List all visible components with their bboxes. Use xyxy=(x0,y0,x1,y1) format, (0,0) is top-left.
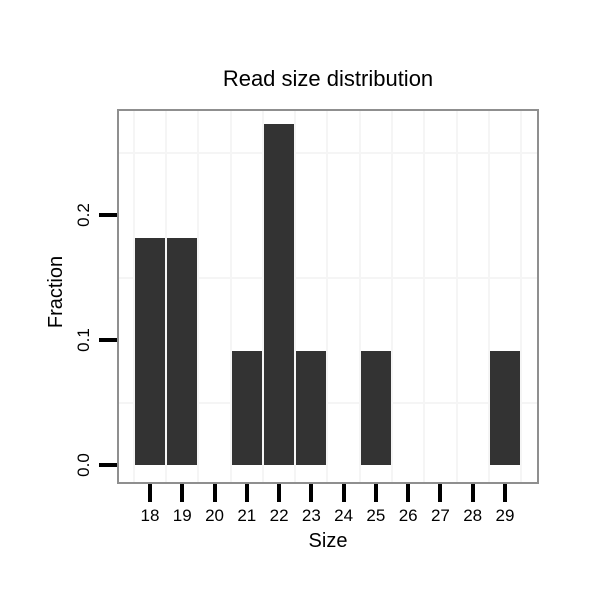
x-axis-tick-label: 28 xyxy=(463,506,483,525)
bar xyxy=(296,351,327,465)
gridline-vertical xyxy=(132,111,135,482)
x-axis-tick xyxy=(148,484,152,502)
gridline-vertical xyxy=(391,111,394,482)
x-axis-tick xyxy=(212,484,217,502)
y-axis-tick-label: 0.1 xyxy=(74,328,93,352)
x-axis-tick-label: 20 xyxy=(205,506,224,525)
gridline-vertical xyxy=(326,111,329,482)
gridline-vertical xyxy=(358,111,361,482)
y-axis-tick xyxy=(99,213,117,217)
x-axis-tick-label: 26 xyxy=(398,506,418,525)
x-axis-tick xyxy=(373,484,378,502)
gridline-vertical xyxy=(165,111,168,482)
gridline-vertical xyxy=(423,111,426,482)
x-axis-tick-label: 21 xyxy=(237,506,257,525)
bar xyxy=(360,351,391,465)
bar xyxy=(489,351,520,465)
x-axis-tick xyxy=(502,484,507,502)
x-axis-label: Size xyxy=(308,530,348,552)
gridline-vertical xyxy=(520,111,523,482)
x-axis-tick-label: 25 xyxy=(366,506,386,525)
x-axis-tick-label: 19 xyxy=(172,506,192,525)
chart-title: Read size distribution xyxy=(222,66,434,91)
x-axis-tick-label: 29 xyxy=(495,506,515,525)
y-axis-tick xyxy=(99,338,117,342)
x-axis-tick xyxy=(438,484,443,502)
bar xyxy=(264,124,295,465)
y-axis-tick-label: 0.0 xyxy=(74,453,93,477)
x-axis-tick-label: 24 xyxy=(334,506,354,525)
y-axis-label: Fraction xyxy=(45,255,67,329)
x-axis-tick xyxy=(406,484,411,502)
x-axis-tick xyxy=(309,484,314,502)
y-axis-tick-label: 0.2 xyxy=(74,203,93,227)
x-axis-tick-label: 22 xyxy=(269,506,289,525)
x-axis-tick xyxy=(180,484,185,502)
x-axis-tick-label: 23 xyxy=(301,506,321,525)
gridline-vertical xyxy=(197,111,200,482)
gridline-vertical xyxy=(294,111,297,482)
gridline-vertical xyxy=(487,111,490,482)
x-axis-tick-label: 27 xyxy=(430,506,450,525)
gridline-vertical xyxy=(455,111,458,482)
plot-panel xyxy=(117,109,539,484)
x-axis-tick xyxy=(277,484,282,502)
bar xyxy=(167,237,198,465)
x-axis-tick-label: 18 xyxy=(140,506,160,525)
gridline-vertical xyxy=(229,111,232,482)
x-axis-tick xyxy=(244,484,249,502)
gridline-vertical xyxy=(261,111,264,482)
x-axis-tick xyxy=(470,484,475,502)
y-axis-tick xyxy=(99,463,117,467)
bar xyxy=(231,351,262,465)
bar xyxy=(135,237,165,465)
x-axis-tick xyxy=(341,484,346,502)
